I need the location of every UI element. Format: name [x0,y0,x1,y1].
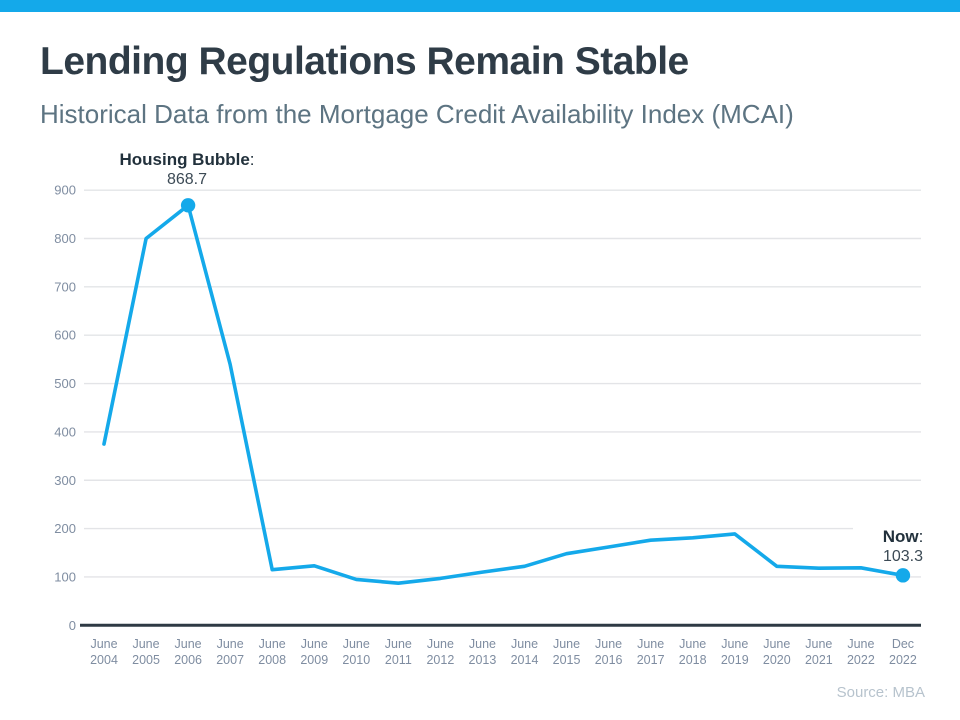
x-axis-tick-label: 2015 [553,653,581,667]
x-axis-tick-label: June [259,637,286,651]
x-axis-tick-label: 2008 [258,653,286,667]
x-axis-tick-label: 2005 [132,653,160,667]
x-axis-tick-label: June [469,637,496,651]
x-axis-tick-label: 2004 [90,653,118,667]
y-axis-tick-label: 700 [54,279,76,294]
page-subtitle: Historical Data from the Mortgage Credit… [40,99,794,129]
top-accent-bar [0,0,960,12]
x-axis-tick-label: June [301,637,328,651]
x-axis-tick-label: June [132,637,159,651]
x-axis-tick-label: 2018 [679,653,707,667]
x-axis-tick-label: June [217,637,244,651]
x-axis-tick-label: Dec [892,637,914,651]
x-axis-tick-label: June [553,637,580,651]
x-axis-tick-label: 2007 [216,653,244,667]
x-axis-tick-label: June [595,637,622,651]
annotation-now: Now: 103.3 [853,527,953,566]
mcai-data-line [102,203,905,586]
x-axis-tick-label: June [637,637,664,651]
annotation-housing-bubble-value: 868.7 [166,171,208,188]
y-axis-tick-label: 200 [54,521,76,536]
x-axis-tick-label: June [90,637,117,651]
y-axis-tick-label: 500 [54,376,76,391]
x-axis-tick-label: June [175,637,202,651]
x-axis-tick-label: 2022 [847,653,875,667]
x-axis-tick-label: June [805,637,832,651]
y-axis-tick-label: 800 [54,231,76,246]
y-axis-tick-label: 300 [54,473,76,488]
x-axis-tick-label: 2009 [300,653,328,667]
x-axis-tick-label: 2014 [511,653,539,667]
x-axis-tick-label: 2011 [385,653,412,667]
x-axis-tick-label: June [511,637,538,651]
x-axis-tick-label: 2012 [426,653,454,667]
x-axis-tick-label: June [343,637,370,651]
page-title: Lending Regulations Remain Stable [40,40,689,83]
annotation-now-label: Now: [882,527,924,546]
y-axis-tick-label: 0 [69,618,76,633]
y-axis-tick-label: 100 [54,569,76,584]
y-axis-tick-label: 400 [54,424,76,439]
source-note: Source: MBA [836,684,925,701]
x-axis-tick-label: 2020 [763,653,791,667]
x-axis-tick-label: 2021 [805,653,833,667]
annotation-now-value: 103.3 [882,548,924,565]
x-axis-tick-label: 2013 [469,653,497,667]
x-axis-tick-label: 2006 [174,653,202,667]
data-point-marker [895,568,911,583]
x-axis-tick-label: June [721,637,748,651]
annotation-housing-bubble: Housing Bubble: 868.7 [96,150,278,189]
x-axis-tick-label: 2010 [342,653,370,667]
annotation-housing-bubble-label: Housing Bubble: [119,150,255,169]
x-axis-tick-label: 2017 [637,653,665,667]
y-axis-tick-label: 600 [54,328,76,343]
x-axis-tick-label: 2022 [889,653,917,667]
x-axis-tick-label: 2016 [595,653,623,667]
x-axis-tick-label: June [763,637,790,651]
x-axis-tick-label: 2019 [721,653,749,667]
x-axis-tick-label: June [427,637,454,651]
x-axis-tick-label: June [679,637,706,651]
x-axis-tick-label: June [385,637,412,651]
x-axis-tick-label: June [847,637,874,651]
y-axis-tick-label: 900 [54,183,76,198]
data-point-marker [180,198,196,213]
